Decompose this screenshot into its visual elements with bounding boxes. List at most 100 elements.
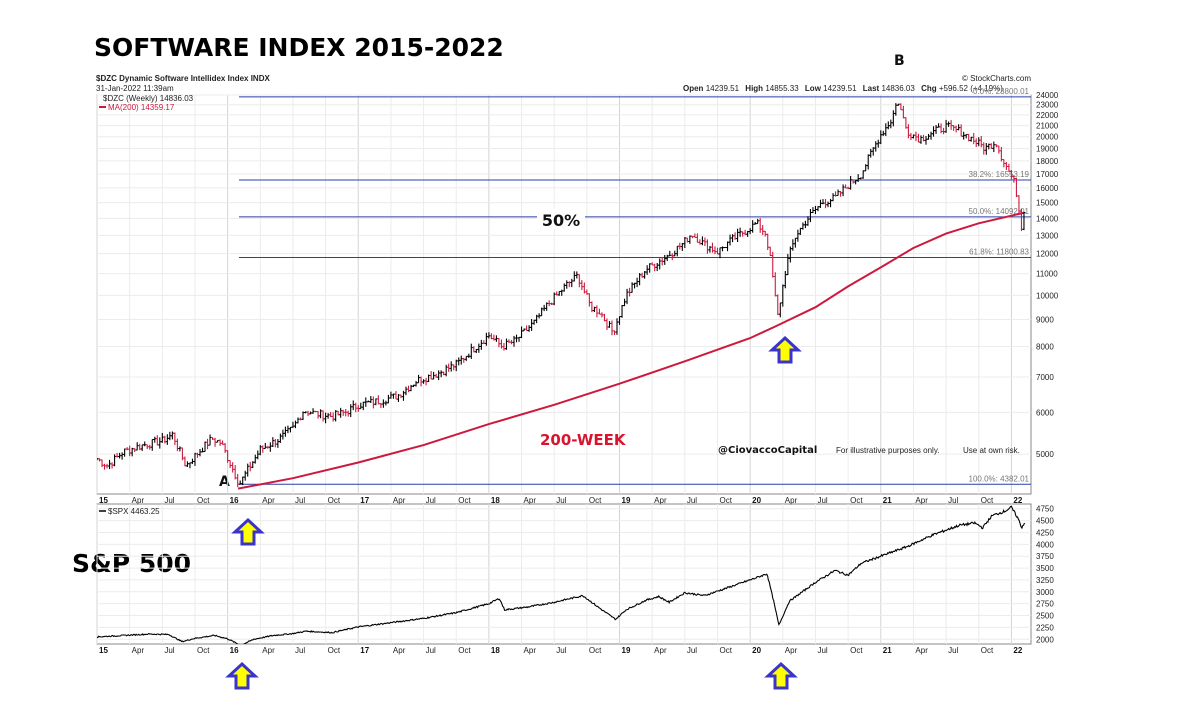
x-tick-label: Jul [687, 646, 697, 655]
dzc-weekly-bar [150, 438, 154, 451]
dzc-weekly-bar [469, 343, 473, 359]
spx-x-axis: 15 Apr Jul Oct 16 Apr Jul Oct 17 Apr Jul Oct 18 Apr Ju… [99, 646, 1023, 655]
dzc-weekly-bar [876, 139, 880, 148]
dzc-weekly-bar [120, 452, 124, 460]
dzc-weekly-bar [288, 426, 292, 433]
x-tick-label: 16 [230, 646, 239, 655]
handle-label: @CiovaccoCapital [718, 445, 817, 456]
dzc-weekly-bar [183, 456, 187, 467]
x-tick-label: Jul [295, 646, 305, 655]
dzc-weekly-bar [761, 224, 765, 235]
dzc-weekly-bar [414, 380, 418, 387]
dzc-weekly-bar [861, 170, 865, 179]
dzc-weekly-bar [570, 278, 574, 288]
sp500-title: S&P 500 [72, 549, 191, 578]
dzc-weekly-bar [932, 126, 936, 137]
dzc-weekly-bar [924, 135, 928, 145]
y-tick-label: 2250 [1036, 623, 1054, 632]
dzc-weekly-bar [175, 438, 179, 452]
spx-panel-frame [96, 503, 1032, 645]
dzc-weekly-bar [901, 105, 905, 119]
y-tick-label: 4750 [1036, 505, 1054, 514]
y-tick-label: 22000 [1036, 111, 1059, 120]
dzc-weekly-bar [527, 325, 531, 332]
dzc-weekly-bar [123, 448, 127, 457]
dzc-weekly-bar [675, 245, 679, 257]
x-tick-label: 20 [752, 646, 761, 655]
x-tick-label: Apr [785, 496, 798, 505]
x-tick-label: Jul [948, 496, 958, 505]
dzc-weekly-bar [128, 445, 132, 457]
dzc-weekly-bar [374, 398, 378, 406]
y-tick-label: 20000 [1036, 133, 1059, 142]
dzc-weekly-bar [715, 247, 719, 255]
x-tick-label: Apr [785, 646, 798, 655]
dzc-weekly-bar [228, 460, 232, 469]
dzc-weekly-bar [283, 426, 287, 437]
dzc-weekly-bar [741, 231, 745, 237]
dzc-weekly-bar [874, 141, 878, 152]
dzc-weekly-bar [447, 363, 451, 372]
y-tick-label: 2750 [1036, 600, 1054, 609]
dzc-weekly-bar [419, 376, 423, 387]
dzc-weekly-bar [439, 370, 443, 378]
y-tick-label: 2500 [1036, 612, 1054, 621]
dzc-weekly-bar [728, 234, 732, 246]
dzc-weekly-bar [158, 437, 162, 449]
y-tick-label: 16000 [1036, 184, 1059, 193]
dzc-weekly-bar [170, 431, 174, 440]
dzc-weekly-bar [464, 355, 468, 361]
x-tick-label: Jul [556, 496, 566, 505]
dzc-weekly-bar [623, 298, 627, 307]
dzc-weekly-bar [949, 120, 953, 130]
dzc-weekly-bar [268, 442, 272, 452]
x-tick-label: 17 [360, 646, 369, 655]
symbol-line: $DZC Dynamic Software Intellidex Index I… [96, 74, 270, 83]
dzc-weekly-bar [688, 235, 692, 244]
x-tick-label: Apr [915, 646, 928, 655]
y-tick-label: 15000 [1036, 199, 1059, 208]
dzc-price-bars [97, 103, 1026, 488]
y-tick-label: 21000 [1036, 122, 1059, 131]
dzc-weekly-bar [620, 304, 624, 318]
dzc-weekly-bar [477, 343, 481, 353]
dzc-weekly-bar [417, 374, 421, 384]
x-tick-label: Apr [915, 496, 928, 505]
dzc-weekly-bar [143, 441, 147, 447]
dzc-weekly-bar [856, 174, 860, 182]
dzc-weekly-bar [776, 294, 780, 316]
dzc-weekly-bar [610, 320, 614, 336]
dzc-weekly-bar [155, 435, 159, 446]
x-tick-label: Oct [981, 496, 994, 505]
dzc-weekly-bar [670, 253, 674, 261]
dzc-weekly-bar [291, 421, 295, 428]
y-tick-label: 14000 [1036, 214, 1059, 223]
y-tick-label: 10000 [1036, 291, 1059, 300]
x-tick-label: Apr [524, 646, 537, 655]
dzc-weekly-bar [386, 394, 390, 404]
x-tick-label: Jul [556, 646, 566, 655]
dzc-weekly-bar [705, 239, 709, 254]
dzc-weekly-bar [371, 396, 375, 409]
y-tick-label: 7000 [1036, 373, 1054, 382]
dzc-weekly-bar [520, 326, 524, 339]
dzc-weekly-bar [841, 184, 845, 197]
x-tick-label: Oct [719, 646, 732, 655]
x-tick-label: Apr [132, 646, 145, 655]
x-tick-label: Oct [589, 496, 602, 505]
x-tick-label: Oct [458, 646, 471, 655]
legend-ma: MA(200) 14359.17 [108, 103, 175, 112]
dzc-weekly-bar [429, 371, 433, 380]
dzc-weekly-bar [512, 335, 516, 347]
dzc-weekly-bar [236, 474, 240, 488]
x-tick-label: Oct [719, 496, 732, 505]
dzc-weekly-bar [173, 432, 177, 446]
dzc-weekly-bar [929, 131, 933, 140]
dzc-weekly-bar [193, 452, 197, 466]
dzc-weekly-bar [758, 218, 762, 233]
y-tick-label: 3250 [1036, 576, 1054, 585]
dzc-weekly-bar [515, 334, 519, 343]
illustrative-note: For illustrative purposes only. [836, 446, 939, 455]
ma200-line [237, 211, 1025, 490]
y-tick-label: 3000 [1036, 588, 1054, 597]
